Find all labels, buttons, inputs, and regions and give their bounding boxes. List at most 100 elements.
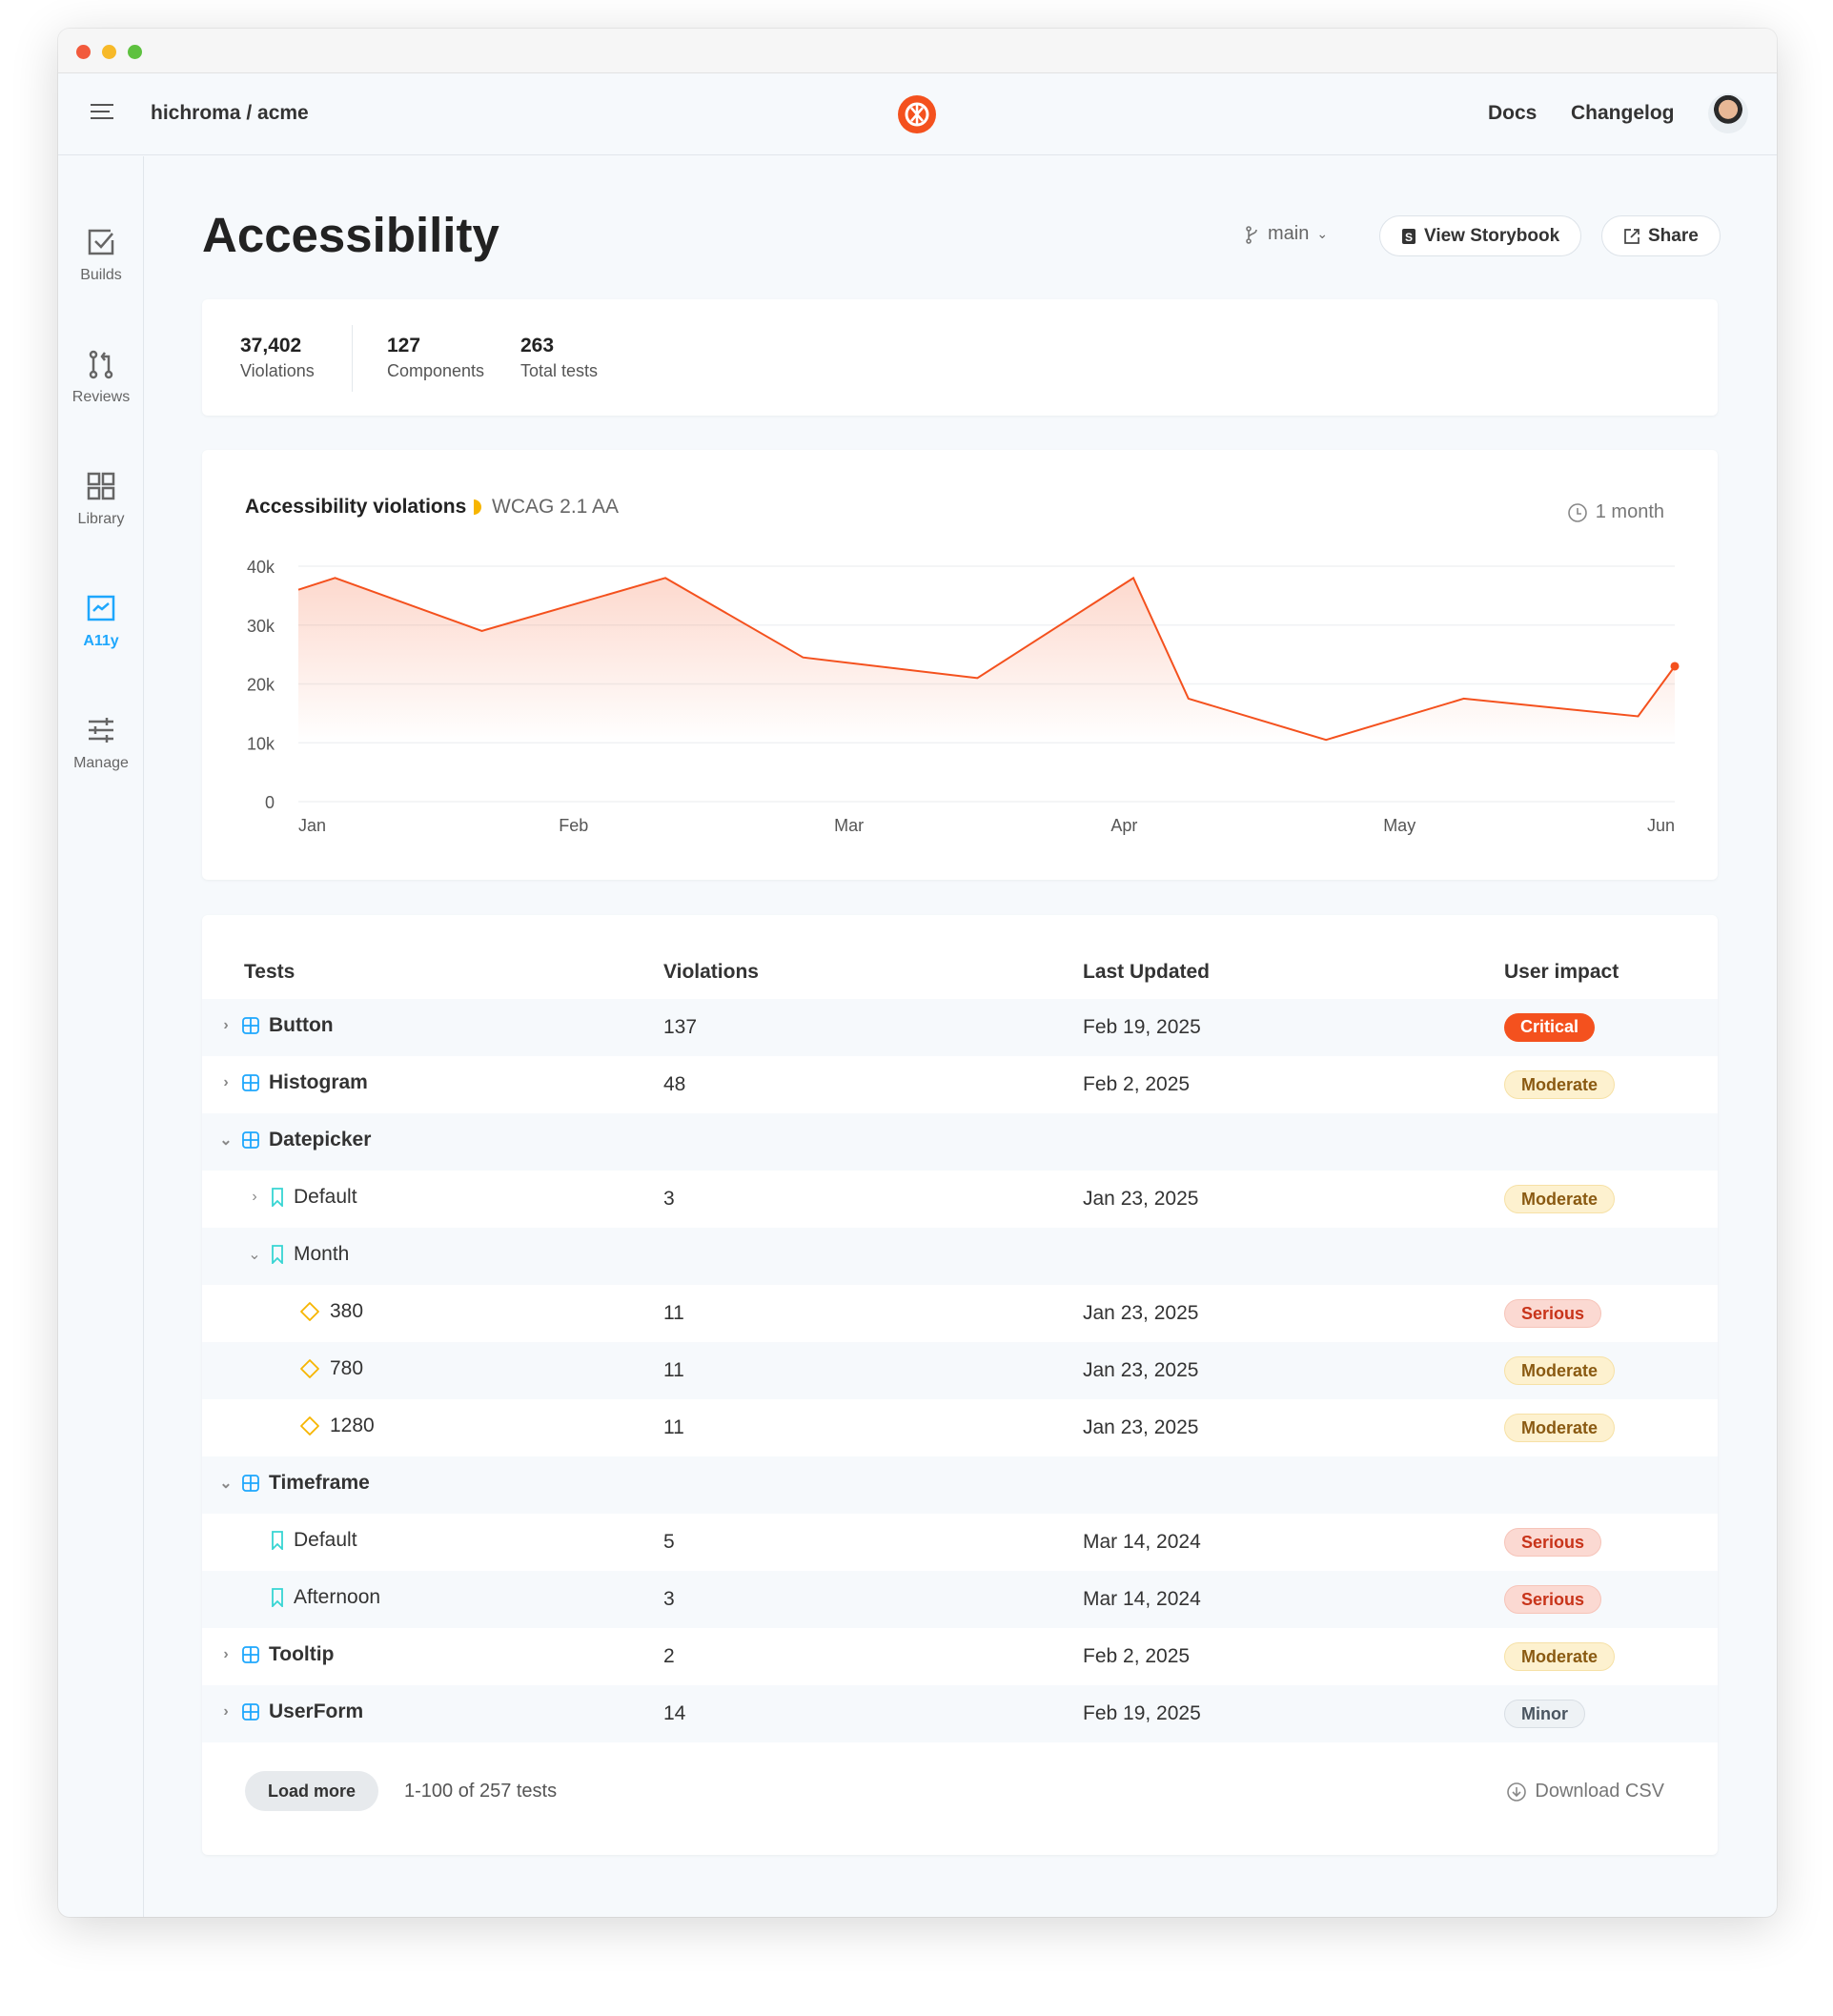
sidebar-item-label: A11y [83, 633, 119, 649]
chevron-right-icon[interactable]: › [223, 1703, 229, 1720]
chevron-right-icon[interactable]: › [223, 1646, 229, 1662]
chromatic-logo-icon[interactable] [898, 95, 936, 133]
half-circle-icon [474, 499, 481, 515]
diamond-icon [299, 1358, 320, 1379]
table-row[interactable]: Default 5 Mar 14, 2024 Serious [202, 1514, 1718, 1571]
impact-badge: Serious [1504, 1585, 1602, 1614]
maximize-window-button[interactable] [128, 45, 142, 59]
load-more-button[interactable]: Load more [245, 1771, 379, 1811]
download-icon [1507, 1782, 1527, 1802]
column-header-user-impact[interactable]: User impact [1504, 961, 1619, 983]
sidebar-item-manage[interactable]: Manage [58, 715, 144, 772]
stat-components: 127 Components [387, 335, 484, 381]
x-tick-label: May [1383, 816, 1415, 835]
divider [352, 325, 353, 392]
wcag-standard[interactable]: WCAG 2.1 AA [469, 496, 619, 519]
chevron-down-icon[interactable]: ⌄ [219, 1132, 233, 1149]
test-name: 1280 [330, 1415, 375, 1436]
x-tick-label: Jan [298, 816, 326, 835]
period-selector[interactable]: 1 month [1567, 501, 1664, 523]
violations-cell: 11 [663, 1416, 684, 1438]
user-avatar[interactable] [1708, 93, 1748, 133]
table-row[interactable]: ⌄ Timeframe [202, 1456, 1718, 1514]
area-fill [298, 578, 1675, 743]
close-window-button[interactable] [76, 45, 91, 59]
y-tick-label: 30k [247, 617, 275, 636]
checkbox-icon [88, 229, 114, 255]
sidebar-item-library[interactable]: Library [58, 471, 144, 528]
git-branch-icon [1246, 225, 1257, 244]
violations-cell: 5 [663, 1531, 675, 1553]
chevron-right-icon[interactable]: › [252, 1189, 257, 1205]
column-header-tests[interactable]: Tests [244, 961, 295, 983]
docs-link[interactable]: Docs [1488, 102, 1538, 124]
test-name: Timeframe [269, 1472, 370, 1494]
test-name: Afternoon [294, 1586, 381, 1608]
impact-badge: Moderate [1504, 1070, 1616, 1099]
test-name-cell: Afternoon [248, 1586, 380, 1609]
x-tick-label: Feb [559, 816, 588, 835]
breadcrumb[interactable]: hichroma / acme [151, 102, 309, 124]
share-button[interactable]: Share [1601, 215, 1721, 256]
sidebar-item-builds[interactable]: Builds [58, 227, 144, 284]
table-row[interactable]: › Histogram 48 Feb 2, 2025 Moderate [202, 1056, 1718, 1113]
last-updated-cell: Feb 2, 2025 [1083, 1645, 1191, 1667]
component-icon [242, 1475, 259, 1492]
x-tick-label: Jun [1647, 816, 1675, 835]
chevron-down-icon: ⌄ [1316, 226, 1329, 241]
table-row[interactable]: › Tooltip 2 Feb 2, 2025 Moderate [202, 1628, 1718, 1685]
violations-cell: 3 [663, 1588, 675, 1610]
chart-title: Accessibility violations [245, 496, 467, 518]
violations-cell: 11 [663, 1359, 684, 1381]
chevron-right-icon[interactable]: › [223, 1074, 229, 1090]
table-row[interactable]: 380 11 Jan 23, 2025 Serious [202, 1285, 1718, 1342]
chevron-right-icon[interactable]: › [223, 1017, 229, 1033]
top-header: hichroma / acme Docs Changelog [58, 73, 1777, 155]
violations-cell: 11 [663, 1302, 684, 1324]
stat-total-tests: 263 Total tests [520, 335, 598, 381]
chevron-down-icon[interactable]: ⌄ [219, 1476, 233, 1492]
chevron-down-icon[interactable]: ⌄ [248, 1247, 261, 1263]
table-row[interactable]: 1280 11 Jan 23, 2025 Moderate [202, 1399, 1718, 1456]
test-name: Histogram [269, 1071, 368, 1093]
sliders-icon [89, 718, 113, 743]
series-line [297, 576, 1676, 742]
minimize-window-button[interactable] [102, 45, 116, 59]
download-csv-button[interactable]: Download CSV [1506, 1781, 1664, 1802]
branch-name: main [1268, 223, 1310, 244]
view-storybook-button[interactable]: S View Storybook [1379, 215, 1582, 256]
menu-icon[interactable] [91, 104, 113, 123]
test-name-cell: 380 [276, 1300, 363, 1323]
share-label: Share [1648, 225, 1699, 246]
tests-table-card: Tests Violations Last Updated User impac… [202, 915, 1718, 1855]
sidebar-item-label: Builds [80, 267, 122, 283]
table-row[interactable]: › Button 137 Feb 19, 2025 Critical [202, 999, 1718, 1056]
component-icon [242, 1074, 259, 1091]
component-icon [242, 1131, 259, 1149]
column-header-last-updated[interactable]: Last Updated [1083, 961, 1211, 983]
table-row[interactable]: › Default 3 Jan 23, 2025 Moderate [202, 1171, 1718, 1228]
svg-text:S: S [1405, 231, 1413, 244]
sidebar-item-label: Reviews [71, 389, 131, 405]
impact-badge: Moderate [1504, 1356, 1616, 1385]
test-name: Month [294, 1243, 350, 1265]
y-tick-label: 0 [265, 793, 275, 812]
table-row[interactable]: Afternoon 3 Mar 14, 2024 Serious [202, 1571, 1718, 1628]
impact-badge: Moderate [1504, 1642, 1616, 1671]
sidebar-item-label: Library [77, 511, 125, 527]
stat-label: Violations [240, 361, 315, 380]
column-header-violations[interactable]: Violations [663, 961, 759, 983]
table-row[interactable]: ⌄ Datepicker [202, 1113, 1718, 1171]
test-name: 380 [330, 1300, 364, 1322]
impact-badge: Minor [1504, 1700, 1585, 1728]
test-name-cell: 1280 [276, 1415, 375, 1437]
sidebar-item-reviews[interactable]: Reviews [58, 349, 144, 406]
sidebar-item-a11y[interactable]: A11y [58, 593, 144, 650]
table-row[interactable]: › UserForm 14 Feb 19, 2025 Minor [202, 1685, 1718, 1742]
component-icon [242, 1646, 259, 1663]
changelog-link[interactable]: Changelog [1571, 102, 1675, 124]
table-row[interactable]: 780 11 Jan 23, 2025 Moderate [202, 1342, 1718, 1399]
impact-badge: Moderate [1504, 1185, 1616, 1213]
branch-selector[interactable]: main ⌄ [1245, 223, 1328, 245]
table-row[interactable]: ⌄ Month [202, 1228, 1718, 1285]
